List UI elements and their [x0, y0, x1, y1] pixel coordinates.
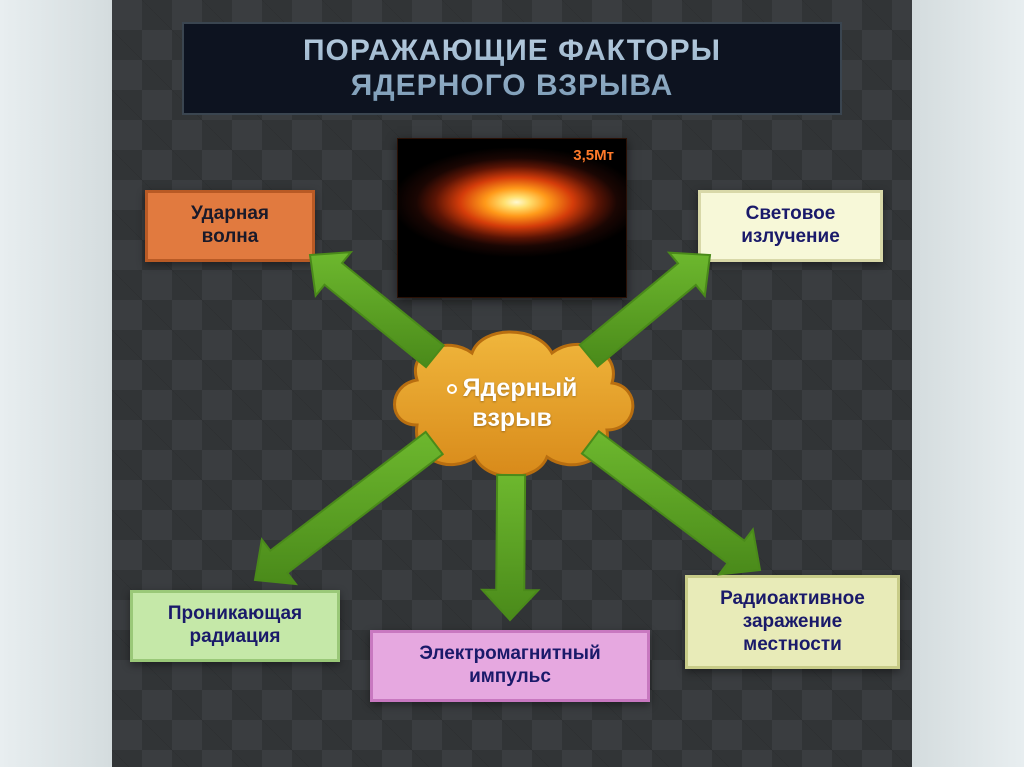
factor-contam-line1: Радиоактивное: [720, 588, 865, 609]
factor-penetrating-radiation: Проникающая радиация: [130, 590, 340, 662]
bullet-icon: [447, 384, 457, 394]
explosion-label: 3,5Мт: [573, 147, 614, 164]
title-line1: ПОРАЖАЮЩИЕ ФАКТОРЫ: [303, 34, 721, 67]
center-line2: взрыв: [412, 403, 612, 433]
factor-rad-line2: радиация: [190, 626, 281, 647]
factor-contam-line2: заражение: [743, 611, 842, 632]
center-cloud: Ядерный взрыв: [377, 315, 647, 490]
factor-shock-line2: волна: [202, 226, 259, 247]
title-box: ПОРАЖАЮЩИЕ ФАКТОРЫ ЯДЕРНОГО ВЗРЫВА: [182, 22, 842, 115]
factor-light-radiation: Световое излучение: [698, 190, 883, 262]
bg-edge-right: [912, 0, 1024, 767]
title-line2: ЯДЕРНОГО ВЗРЫВА: [351, 69, 674, 102]
factor-shock-wave: Ударная волна: [145, 190, 315, 262]
bg-edge-left: [0, 0, 112, 767]
factor-contam-line3: местности: [743, 634, 842, 655]
factor-contamination: Радиоактивное заражение местности: [685, 575, 900, 669]
factor-light-line1: Световое: [746, 203, 836, 224]
cloud-text: Ядерный взрыв: [412, 373, 612, 433]
factor-emp: Электромагнитный импульс: [370, 630, 650, 702]
explosion-image: 3,5Мт: [397, 138, 627, 298]
factor-light-line2: излучение: [741, 226, 840, 247]
title-text: ПОРАЖАЮЩИЕ ФАКТОРЫ ЯДЕРНОГО ВЗРЫВА: [204, 34, 820, 103]
factor-emp-line2: импульс: [469, 666, 551, 687]
factor-emp-line1: Электромагнитный: [419, 643, 600, 664]
factor-rad-line1: Проникающая: [168, 603, 302, 624]
factor-shock-line1: Ударная: [191, 203, 269, 224]
center-line1: Ядерный: [463, 374, 578, 402]
